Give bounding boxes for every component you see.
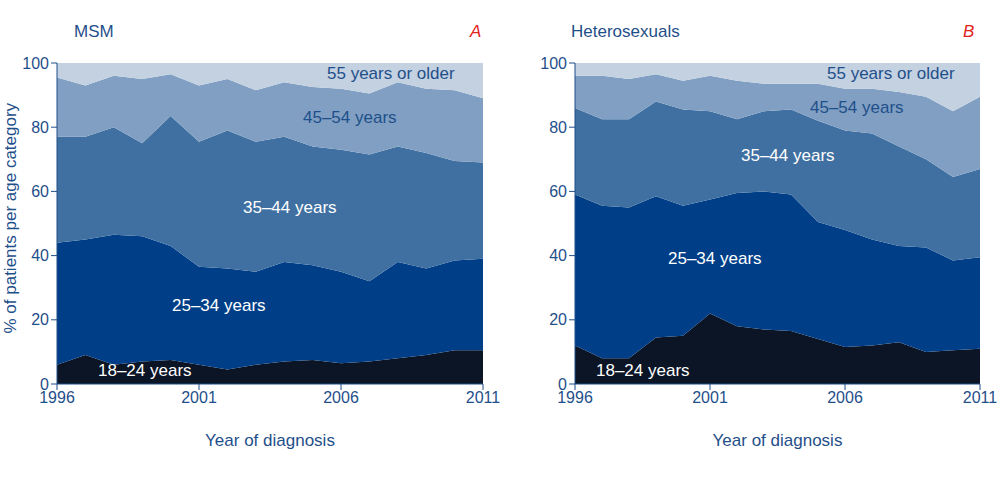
svg-text:2011: 2011 — [466, 389, 501, 406]
svg-text:100: 100 — [540, 55, 567, 72]
svg-text:0: 0 — [558, 376, 567, 393]
svg-text:2006: 2006 — [827, 389, 863, 406]
svg-text:80: 80 — [31, 119, 49, 136]
html-text:B: B — [963, 22, 975, 41]
svg-text:Year of diagnosis: Year of diagnosis — [713, 431, 843, 450]
html-text:55 years or older: 55 years or older — [827, 64, 955, 83]
svg-text:80: 80 — [549, 119, 567, 136]
svg-text:20: 20 — [549, 311, 567, 328]
svg-text:1996: 1996 — [39, 389, 75, 407]
svg-text:% of patients per age category: % of patients per age category — [8, 102, 20, 333]
html-text:55 years or older: 55 years or older — [327, 64, 455, 83]
html-text:A: A — [470, 22, 482, 41]
svg-text:40: 40 — [549, 247, 567, 264]
svg-text:2011: 2011 — [963, 389, 994, 406]
html-text:35–44 years: 35–44 years — [741, 146, 835, 165]
html-text:45–54 years: 45–54 years — [303, 108, 397, 127]
svg-text:60: 60 — [31, 183, 49, 200]
svg-text:1996: 1996 — [557, 389, 593, 407]
svg-text:100: 100 — [22, 55, 49, 72]
html-text:Heterosexuals: Heterosexuals — [571, 22, 680, 41]
svg-text:60: 60 — [549, 183, 567, 200]
html-text:MSM: MSM — [74, 22, 114, 41]
html-text:35–44 years: 35–44 years — [243, 198, 337, 217]
svg-text:2006: 2006 — [323, 389, 359, 406]
html-text:25–34 years: 25–34 years — [172, 296, 266, 315]
svg-text:2001: 2001 — [181, 389, 217, 406]
html-text:45–54 years: 45–54 years — [810, 98, 904, 117]
html-text:18–24 years: 18–24 years — [596, 361, 690, 380]
svg-text:0: 0 — [40, 376, 49, 393]
svg-text:2001: 2001 — [692, 389, 728, 406]
svg-text:Year of diagnosis: Year of diagnosis — [205, 431, 335, 450]
svg-text:20: 20 — [31, 311, 49, 328]
html-text:18–24 years: 18–24 years — [98, 361, 192, 380]
svg-text:40: 40 — [31, 247, 49, 264]
html-text:25–34 years: 25–34 years — [668, 249, 762, 268]
